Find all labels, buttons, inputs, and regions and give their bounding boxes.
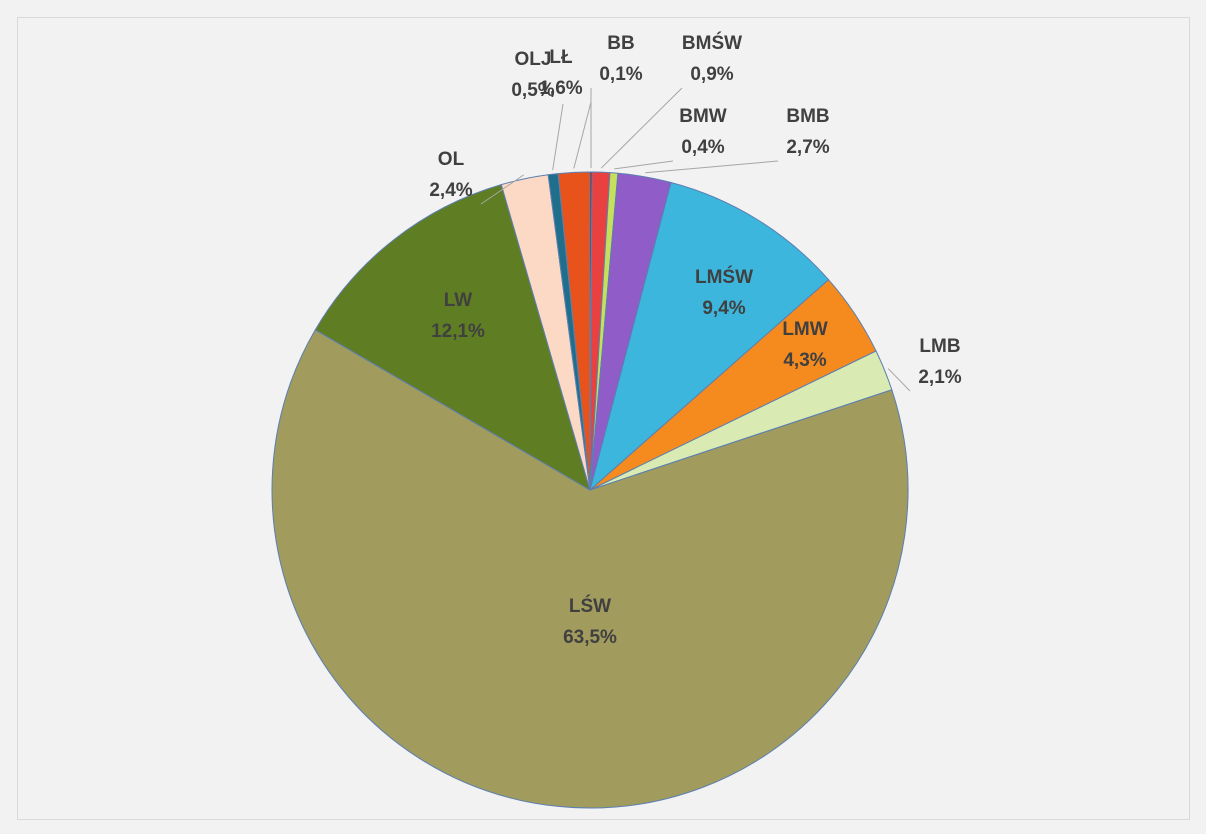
- leader-line: [614, 160, 674, 170]
- leader-line: [645, 160, 779, 174]
- chart-border: [17, 17, 1190, 820]
- slice-name: LMŚW: [695, 266, 753, 288]
- slice-value: 9,4%: [702, 298, 745, 319]
- slice-value: 2,4%: [429, 180, 472, 201]
- slice-name: LW: [444, 290, 473, 311]
- leader-line: [480, 174, 524, 205]
- pie-slice: [271, 329, 909, 809]
- slice-name: LŁ: [549, 47, 573, 68]
- pie-slice: [589, 181, 830, 492]
- slice-value: 2,7%: [786, 137, 829, 158]
- slice-name: OL: [438, 149, 465, 170]
- leader-line: [573, 101, 592, 169]
- slice-value: 0,9%: [690, 64, 733, 85]
- leader-line: [887, 368, 911, 392]
- pie-slice: [557, 171, 591, 491]
- pie-slice: [314, 184, 591, 492]
- slice-value: 2,1%: [918, 367, 961, 388]
- slice-name: LMW: [782, 319, 827, 340]
- slice-value: 0,1%: [599, 64, 642, 85]
- leader-line: [600, 87, 683, 169]
- slice-name: BMB: [786, 106, 829, 127]
- slice-value: 4,3%: [783, 350, 826, 371]
- slice-name: BMŚW: [682, 32, 742, 54]
- slice-value: 12,1%: [431, 321, 485, 342]
- slice-name: LMB: [919, 336, 960, 357]
- leader-line: [552, 103, 564, 171]
- slice-value: 0,4%: [681, 137, 724, 158]
- slice-name: BB: [607, 33, 634, 54]
- slice-name: BMW: [679, 106, 727, 127]
- slice-name: LŚW: [569, 595, 611, 617]
- slice-name: OLJ: [515, 49, 552, 70]
- slice-value: 0,5%: [511, 80, 554, 101]
- slice-value: 63,5%: [563, 627, 617, 648]
- slice-value: 1,6%: [539, 78, 582, 99]
